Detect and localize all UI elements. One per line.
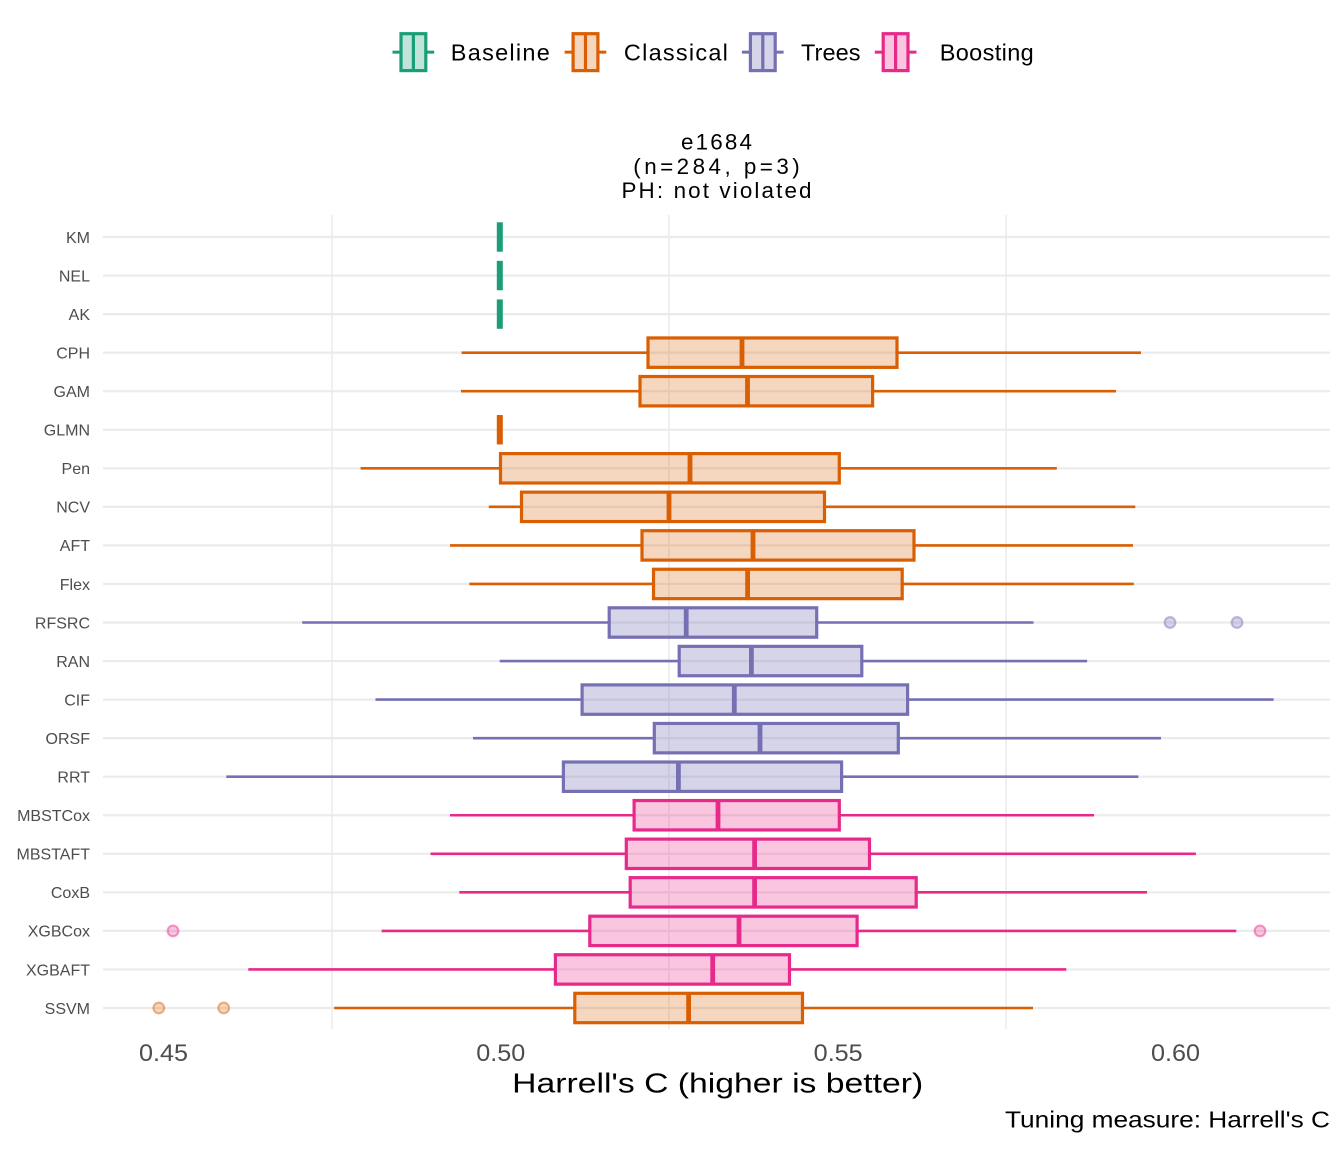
svg-text:ORSF: ORSF: [46, 731, 91, 748]
svg-text:AK: AK: [69, 307, 91, 324]
svg-text:Classical: Classical: [624, 40, 728, 66]
svg-text:CIF: CIF: [64, 692, 90, 709]
svg-text:MBSTAFT: MBSTAFT: [17, 847, 91, 864]
svg-text:Boosting: Boosting: [940, 40, 1034, 66]
svg-text:RFSRC: RFSRC: [35, 615, 90, 632]
svg-text:MBSTCox: MBSTCox: [17, 808, 90, 825]
svg-text:AFT: AFT: [60, 538, 90, 555]
svg-text:Tuning measure: Harrell's C: Tuning measure: Harrell's C: [1005, 1107, 1330, 1133]
svg-text:0.60: 0.60: [1151, 1041, 1200, 1067]
svg-text:0.45: 0.45: [139, 1041, 188, 1067]
svg-text:XGBCox: XGBCox: [28, 924, 90, 941]
svg-text:SSVM: SSVM: [45, 1001, 90, 1018]
svg-text:XGBAFT: XGBAFT: [26, 962, 90, 979]
svg-text:Trees: Trees: [801, 40, 861, 66]
svg-text:Flex: Flex: [60, 577, 90, 594]
svg-text:NCV: NCV: [56, 500, 90, 517]
svg-text:KM: KM: [66, 230, 90, 247]
svg-text:GAM: GAM: [54, 384, 90, 401]
svg-text:RRT: RRT: [57, 770, 90, 787]
svg-text:NEL: NEL: [59, 268, 90, 285]
svg-text:0.55: 0.55: [814, 1041, 863, 1067]
svg-text:CoxB: CoxB: [51, 885, 90, 902]
svg-text:0.50: 0.50: [476, 1041, 525, 1067]
svg-text:Harrell's C (higher is better): Harrell's C (higher is better): [512, 1068, 923, 1099]
svg-text:RAN: RAN: [56, 654, 90, 671]
svg-text:GLMN: GLMN: [44, 423, 90, 440]
svg-text:Pen: Pen: [62, 461, 90, 478]
svg-text:PH: not violated: PH: not violated: [622, 178, 812, 203]
svg-text:e1684: e1684: [681, 129, 752, 154]
svg-text:CPH: CPH: [56, 345, 90, 362]
svg-text:Baseline: Baseline: [451, 40, 550, 66]
svg-text:(n=284, p=3): (n=284, p=3): [633, 154, 800, 179]
